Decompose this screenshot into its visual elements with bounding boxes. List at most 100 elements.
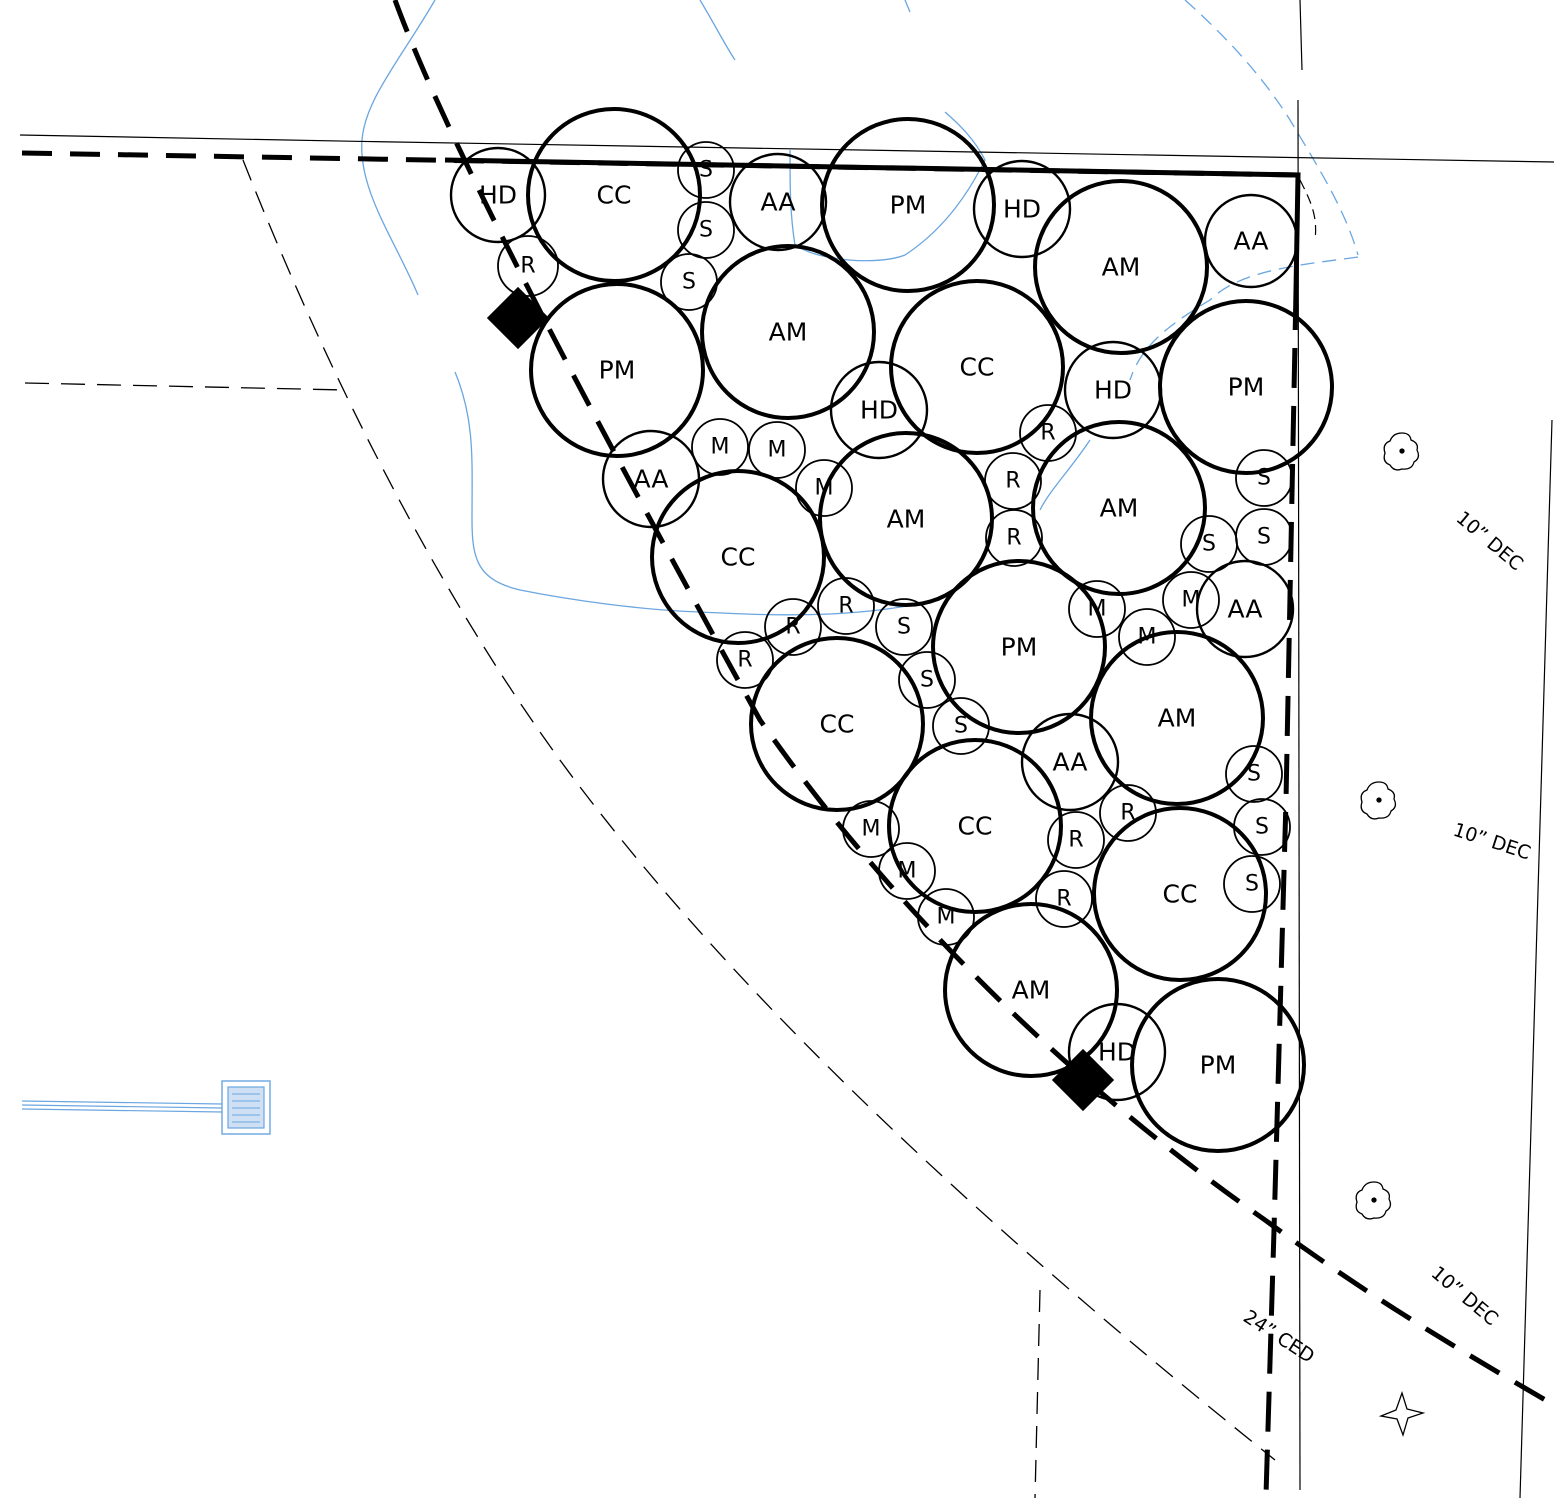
plant-code-label: AA <box>761 188 796 217</box>
plant-hd: HD <box>449 146 547 244</box>
plant-m: M <box>691 418 749 476</box>
plant-code-label: S <box>954 714 968 739</box>
plant-code-label: R <box>1068 828 1083 853</box>
plant-code-label: CC <box>721 543 756 572</box>
plant-circle <box>677 141 735 199</box>
plant-code-label: HD <box>1094 376 1132 405</box>
plant-am: AM <box>1089 630 1265 806</box>
plant-s: S <box>1235 449 1293 507</box>
plant-circle <box>749 636 925 812</box>
plant-pm: PM <box>820 117 996 293</box>
plant-circle <box>1067 1002 1167 1102</box>
plant-r: R <box>985 509 1043 567</box>
plant-s: S <box>1235 508 1293 566</box>
plant-circle <box>1063 340 1163 440</box>
plant-circle <box>748 421 806 479</box>
plant-s: S <box>875 598 933 656</box>
plant-cc: CC <box>526 107 702 283</box>
marker-diamond <box>486 286 550 350</box>
plant-circle <box>449 146 547 244</box>
base-lines <box>19 0 1554 1498</box>
plant-circle <box>985 509 1043 567</box>
plant-code-label: R <box>520 254 535 279</box>
plant-code-label: PM <box>1001 633 1038 662</box>
plant-circle <box>1195 559 1295 659</box>
plant-cc: CC <box>749 636 925 812</box>
plant-s: S <box>1223 855 1281 913</box>
plant-circle <box>1089 630 1265 806</box>
plant-code-label: CC <box>958 812 993 841</box>
plant-code-label: M <box>711 435 730 460</box>
plant-s: S <box>677 201 735 259</box>
plant-code-label: S <box>920 668 934 693</box>
plant-circle <box>529 282 705 458</box>
plant-code-label: S <box>682 270 696 295</box>
plant-code-label: S <box>897 615 911 640</box>
plant-code-label: HD <box>860 396 898 425</box>
plant-circle <box>650 469 826 645</box>
plant-code-label: M <box>1088 597 1107 622</box>
plant-aa: AA <box>1020 712 1120 812</box>
plant-code-label: AM <box>769 318 808 347</box>
plant-circle <box>1225 745 1283 803</box>
plant-cc: CC <box>1092 806 1268 982</box>
plant-circle <box>887 738 1063 914</box>
plant-circle <box>898 651 956 709</box>
plant-code-label: AM <box>1102 253 1141 282</box>
plant-circle <box>1118 608 1176 666</box>
plant-code-label: AA <box>634 465 669 494</box>
plant-code-label: PM <box>1200 1051 1237 1080</box>
plant-circle <box>829 360 929 460</box>
plant-s: S <box>1233 798 1291 856</box>
plant-r: R <box>1035 870 1093 928</box>
plant-s: S <box>1180 515 1238 573</box>
plant-code-label: AM <box>1012 976 1051 1005</box>
plant-code-label: R <box>737 648 752 673</box>
plant-code-label: R <box>785 615 800 640</box>
plant-circle <box>700 244 876 420</box>
plant-cc: CC <box>887 738 1063 914</box>
plant-circle <box>1223 855 1281 913</box>
plant-m: M <box>842 800 900 858</box>
plant-r: R <box>984 452 1042 510</box>
plant-code-label: HD <box>479 181 517 210</box>
plant-circle <box>1035 870 1093 928</box>
tree-icon <box>1383 432 1420 471</box>
plant-m: M <box>917 888 975 946</box>
plant-aa: AA <box>1195 559 1295 659</box>
plant-am: AM <box>700 244 876 420</box>
plant-hd: HD <box>1063 340 1163 440</box>
plant-code-label: S <box>1202 532 1216 557</box>
plant-code-label: R <box>1056 887 1071 912</box>
plant-code-label: CC <box>960 353 995 382</box>
plant-circle <box>1020 712 1120 812</box>
plant-aa: AA <box>728 152 828 252</box>
plant-code-label: R <box>1040 421 1055 446</box>
plant-code-label: S <box>1257 525 1271 550</box>
plant-circle <box>526 107 702 283</box>
water-lines <box>361 0 1359 616</box>
plant-r: R <box>716 631 774 689</box>
plant-circle <box>817 577 875 635</box>
plant-s: S <box>898 651 956 709</box>
plant-circle <box>1130 977 1306 1153</box>
plant-m: M <box>1068 580 1126 638</box>
plant-r: R <box>1047 811 1105 869</box>
plant-code-label: R <box>838 594 853 619</box>
plant-code-label: R <box>1006 526 1021 551</box>
tree-label: 10” DEC <box>1450 819 1533 865</box>
plant-circle <box>764 598 822 656</box>
plant-circle <box>818 431 994 607</box>
plant-code-label: AM <box>1100 494 1139 523</box>
plant-code-label: CC <box>1163 880 1198 909</box>
plant-circle <box>1203 193 1299 289</box>
plant-pm: PM <box>529 282 705 458</box>
plant-code-label: PM <box>1228 373 1265 402</box>
plant-code-label: M <box>768 438 787 463</box>
plant-s: S <box>677 141 735 199</box>
plant-code-label: HD <box>1003 195 1041 224</box>
plant-hd: HD <box>1067 1002 1167 1102</box>
plant-circle <box>878 842 936 900</box>
plant-circle <box>1092 806 1268 982</box>
